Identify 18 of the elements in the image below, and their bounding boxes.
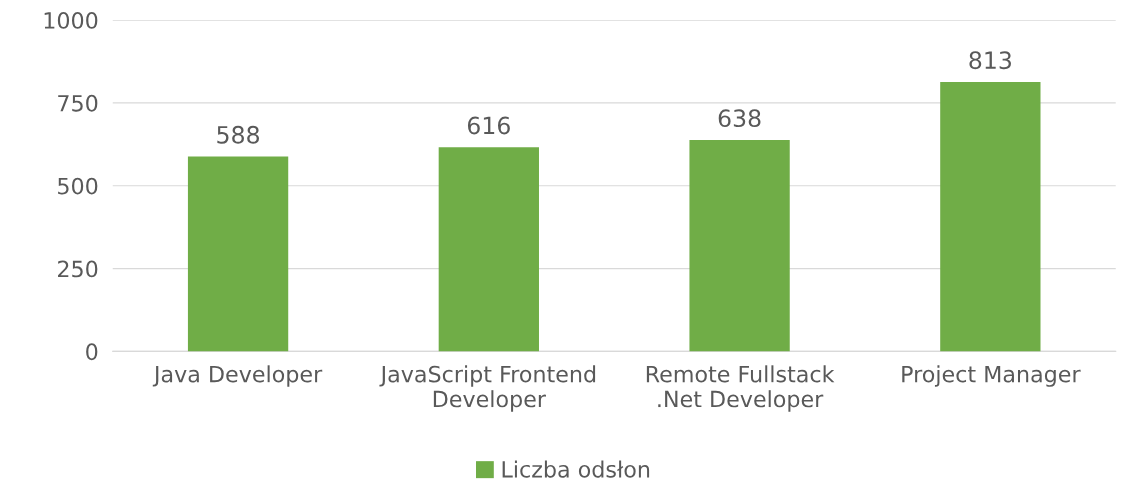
data-label: 813 [969,51,1011,70]
data-label: 638 [718,109,761,128]
data-label: 616 [467,116,510,135]
x-tick-label: JavaScript Frontend Developer [379,365,596,412]
bar [689,140,790,352]
bar [187,156,289,352]
x-tick-label: Project Manager [902,365,1081,387]
bar [940,82,1041,352]
y-tick-label: 0 [86,343,98,361]
y-tick-label: 1000 [44,12,98,29]
y-tick-label: 750 [58,94,98,112]
y-tick-label: 500 [58,177,98,195]
y-tick-label: 250 [58,260,98,278]
x-tick-label: Java Developer [152,365,323,387]
data-label: 588 [217,125,259,144]
legend-label: Liczba odsłon [502,460,650,478]
bar [438,147,539,352]
x-tick-label: Remote Fullstack .Net Developer [646,365,835,412]
